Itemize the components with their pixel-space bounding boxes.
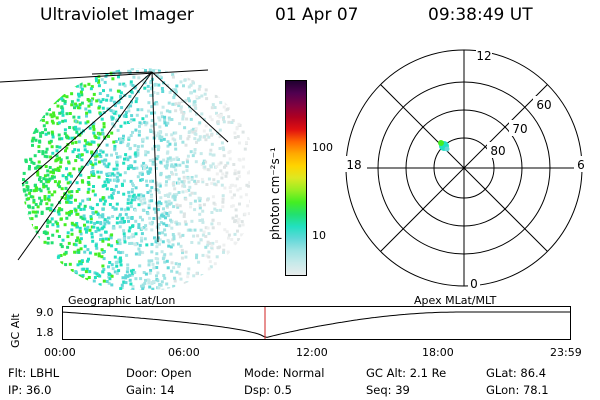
info-dsp: Dsp: 0.5 xyxy=(244,383,292,397)
colorbar-tick-100: 100 xyxy=(312,141,333,154)
lat-label-80: 80 xyxy=(490,144,505,158)
timeline-xtick-1800: 18:00 xyxy=(422,346,454,359)
colorbar-label: photon cm⁻²s⁻¹ xyxy=(268,147,282,240)
info-seq: Seq: 39 xyxy=(366,383,410,397)
lat-label-70: 70 xyxy=(512,122,527,136)
colorbar xyxy=(285,80,307,276)
info-flt: Flt: LBHL xyxy=(8,366,60,380)
polar-mlt-plot: 12 18 6 0 60 70 80 xyxy=(341,48,588,290)
info-glon: GLon: 78.1 xyxy=(486,383,549,397)
colorbar-tick-10: 10 xyxy=(312,229,326,242)
lat-label-60: 60 xyxy=(536,98,551,112)
observation-date: 01 Apr 07 xyxy=(275,5,359,25)
geographic-grid-lines xyxy=(0,69,229,261)
info-door: Door: Open xyxy=(126,366,192,380)
instrument-title: Ultraviolet Imager xyxy=(40,5,194,25)
mlt-label-6: 6 xyxy=(577,158,585,172)
auroral-spot xyxy=(438,140,450,152)
timeline-xtick-0000: 00:00 xyxy=(44,346,76,359)
mlt-label-12: 12 xyxy=(476,49,491,63)
info-gc-alt: GC Alt: 2.1 Re xyxy=(366,366,447,380)
observation-time: 09:38:49 UT xyxy=(428,5,533,25)
mlt-label-0: 0 xyxy=(470,277,478,290)
timeline-geographic-label: Geographic Lat/Lon xyxy=(68,294,176,307)
info-glat: GLat: 86.4 xyxy=(486,366,547,380)
mlt-label-18: 18 xyxy=(346,158,361,172)
timeline-ylabel: GC Alt xyxy=(9,313,22,348)
timeline-ytick-9: 9.0 xyxy=(36,306,54,319)
info-ip: IP: 36.0 xyxy=(8,383,52,397)
timeline-ytick-1-8: 1.8 xyxy=(36,326,54,339)
timeline-xtick-1200: 12:00 xyxy=(296,346,328,359)
timeline-xtick-2359: 23:59 xyxy=(550,346,582,359)
info-gain: Gain: 14 xyxy=(126,383,175,397)
timeline-xtick-0600: 06:00 xyxy=(168,346,200,359)
uv-earth-image xyxy=(0,68,250,290)
altitude-timeline xyxy=(62,306,571,340)
timeline-apex-label: Apex MLat/MLT xyxy=(414,294,497,307)
info-mode: Mode: Normal xyxy=(244,366,325,380)
